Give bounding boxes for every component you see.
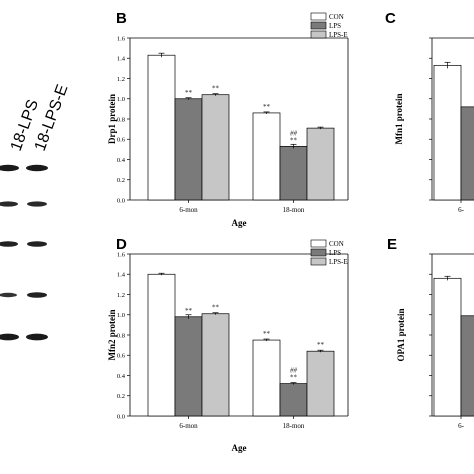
panel-b-y-tick-label: 1.6 (117, 35, 126, 42)
charts-layer: B 0.0 0.2 0.4 0.6 0.8 1.0 1.2 1.4 1.6 Drp1 protein… (107, 10, 474, 453)
panel-d-legend-swatch-lps (310, 248, 327, 257)
panel-d-legend-label-lps: LPS (329, 249, 341, 257)
panel-b-sig-label: ** (263, 103, 271, 111)
panel-b-bar-con-0 (147, 54, 176, 201)
panel-d-sig-label-hash: ## (290, 367, 298, 375)
panel-b-bar-lps-e-1 (306, 127, 335, 201)
panel-d-bar-con-0 (147, 273, 176, 417)
western-blot: 18-LPS 18-LPS-E (0, 82, 72, 341)
blot-band (0, 292, 17, 298)
panel-d-legend-label-con: CON (329, 240, 344, 248)
blot-band (0, 201, 18, 207)
panel-d-y-tick-label: 0.2 (117, 393, 125, 400)
panel-d-legend-swatch-con (310, 239, 327, 248)
panel-b-sig-label: ** (290, 136, 298, 144)
blot-band (26, 164, 48, 172)
panel-d-letter: D (116, 236, 127, 253)
panel-b-legend-label-lps: LPS (329, 22, 341, 30)
panel-d-y-tick-label: 0.0 (117, 413, 125, 420)
blot-bands (0, 164, 48, 341)
panel-b-y-tick-label: 0.8 (117, 116, 125, 123)
panel-d-bar-lps-e-0 (201, 313, 230, 417)
panel-d-y-tick-label: 0.4 (117, 373, 126, 380)
panel-d-y-tick-label: 0.8 (117, 332, 125, 339)
panel-b-legend-swatch-con (310, 12, 327, 21)
panel-b-bar-lps-e-0 (201, 94, 230, 201)
panel-b-y-tick-label: 0.4 (117, 157, 126, 164)
panel-b-y-tick-label: 1.4 (117, 56, 126, 63)
blot-band (0, 164, 19, 172)
panel-b-legend-label-lps-e: LPS-E (329, 31, 348, 39)
panel-d-y-tick-label: 1.0 (117, 312, 125, 319)
panel-b-bar-lps-0 (174, 98, 203, 201)
panel-c-letter: C (385, 10, 396, 27)
panel-d-bar-lps-0 (174, 316, 203, 417)
panel-d-bar-con-1 (252, 339, 281, 417)
panel-b-bar-con-1 (252, 112, 281, 201)
panel-d-legend-swatch-lps-e (310, 257, 327, 266)
panel-d-x-title: Age (232, 443, 247, 453)
panel-c-category-label: 6- (458, 206, 465, 214)
blot-band (27, 201, 47, 207)
panel-c-bar-lps-0 (460, 106, 474, 201)
panel-e-y-title: OPA1 protein (396, 309, 406, 362)
panel-b-category-label: 6-mon (179, 206, 198, 214)
panel-e-letter: E (387, 236, 397, 253)
panel-b-category-label: 18-mon (283, 206, 305, 214)
panel-b-sig-label-hash: ## (290, 129, 298, 137)
blot-band (27, 292, 47, 298)
blot-band (26, 333, 48, 341)
blot-band (27, 241, 47, 247)
panel-b-legend-swatch-lps (310, 21, 327, 30)
panel-d-y-tick-label: 0.6 (117, 353, 126, 360)
panel-b-y-tick-label: 1.0 (117, 96, 125, 103)
panel-b-legend-swatch-lps-e (310, 30, 327, 39)
panel-b-y-tick-label: 0.6 (117, 137, 126, 144)
panel-d-y-tick-label: 1.4 (117, 272, 126, 279)
panel-e-category-label: 6- (458, 422, 465, 430)
panel-b-x-title: Age (232, 218, 247, 228)
panel-d-bar-lps-e-1 (306, 350, 335, 417)
panel-b-sig-label: ** (212, 85, 220, 93)
panel-b-legend-label-con: CON (329, 13, 344, 21)
panel-d-y-tick-label: 1.2 (117, 292, 125, 299)
panel-d-category-label: 6-mon (179, 422, 198, 430)
panel-d-sig-label: ** (290, 374, 298, 382)
panel-d-y-title: Mfn2 protein (107, 309, 117, 360)
panel-c-bar-con-0 (433, 64, 462, 201)
panel-d-sig-label: ** (317, 341, 325, 349)
panel-d-category-label: 18-mon (283, 422, 305, 430)
panel-b-letter: B (116, 10, 127, 27)
panel-d-sig-label: ** (263, 330, 271, 338)
panel-d-sig-label: ** (212, 304, 220, 312)
panel-d-bar-lps-1 (279, 383, 308, 417)
panel-b-y-title: Drp1 protein (107, 94, 117, 144)
panel-b-y-tick-label: 0.0 (117, 197, 125, 204)
panel-b-y-tick-label: 1.2 (117, 76, 125, 83)
panel-d-y-tick-label: 1.6 (117, 251, 126, 258)
panel-d-legend-label-lps-e: LPS-E (329, 258, 348, 266)
panel-e-bar-con-0 (433, 277, 462, 417)
panel-e-bar-lps-0 (460, 315, 474, 417)
panel-d-sig-label: ** (185, 307, 193, 315)
panel-c-y-title: Mfn1 protein (394, 93, 404, 144)
blot-band (0, 333, 19, 341)
panel-b-sig-label: ** (185, 89, 193, 97)
panel-b-bar-lps-1 (279, 145, 308, 201)
blot-band (0, 241, 18, 247)
panel-b-y-tick-label: 0.2 (117, 177, 125, 184)
lane-label-18-lps-e: 18-LPS-E (32, 82, 72, 153)
